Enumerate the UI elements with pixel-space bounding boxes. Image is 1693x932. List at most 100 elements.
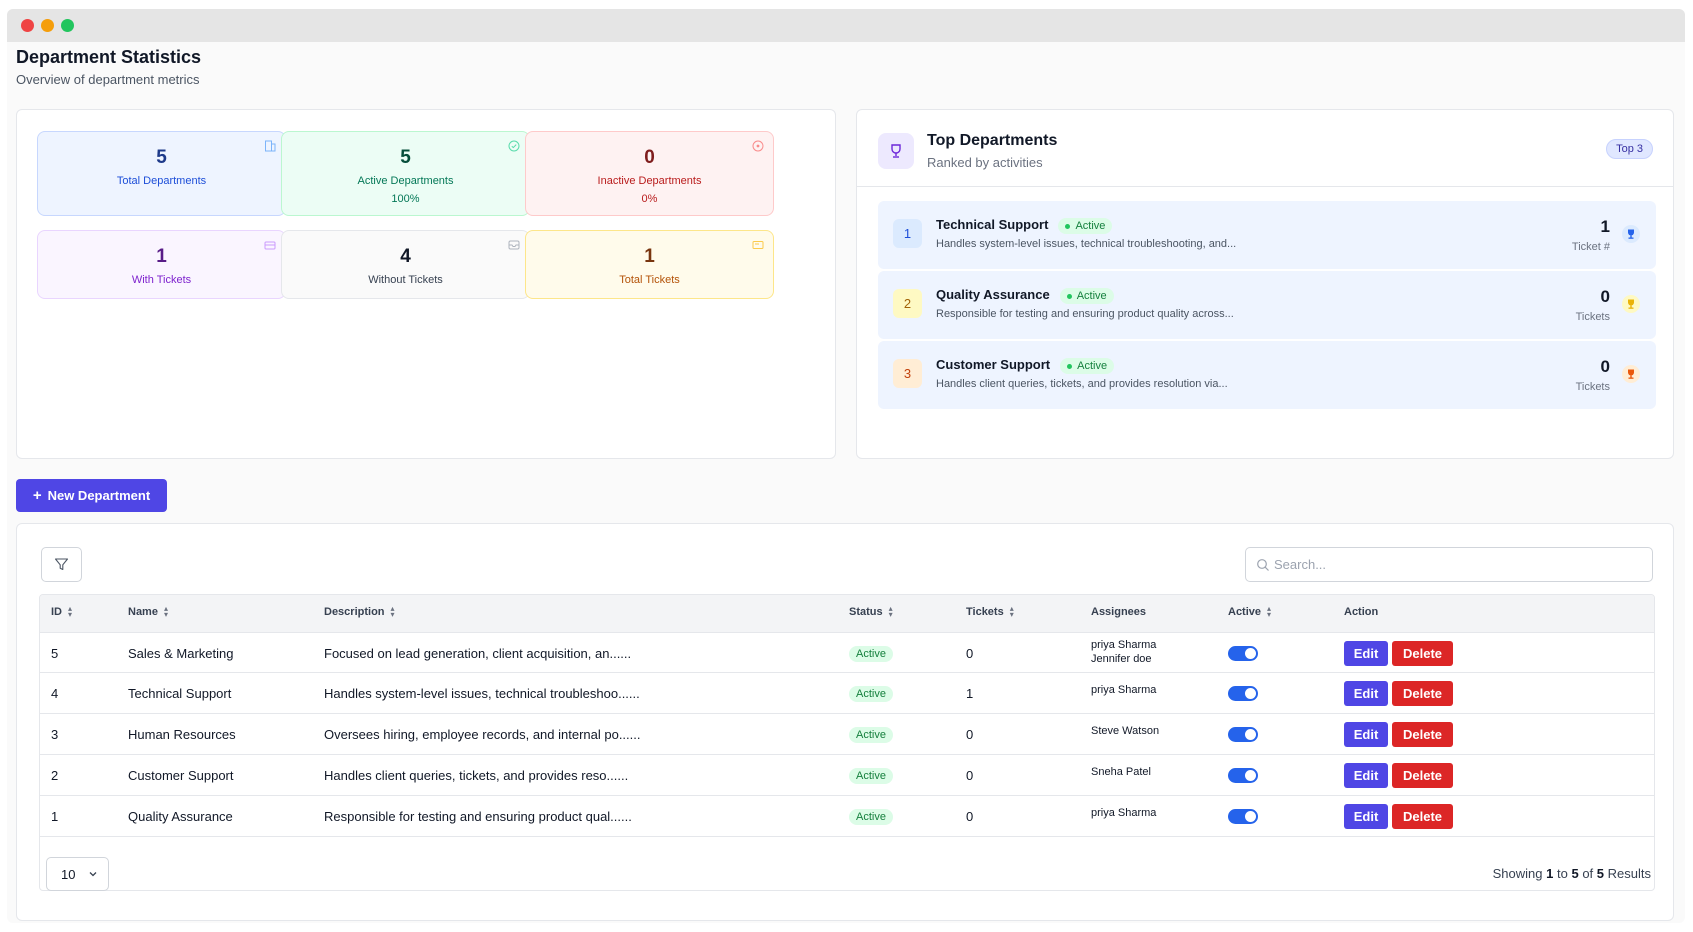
table-row: 1 Quality Assurance Responsible for testin… <box>40 796 1654 837</box>
status-badge: Active <box>849 646 893 662</box>
stat-value: 4 <box>400 246 411 267</box>
page-header: Department Statistics Overview of depart… <box>16 47 201 87</box>
cell-action: Edit Delete <box>1344 722 1453 747</box>
search-input[interactable] <box>1274 548 1644 581</box>
cell-status: Active <box>849 808 893 825</box>
title-bar <box>7 9 1685 42</box>
cell-name: Customer Support <box>128 768 234 783</box>
top-department-item[interactable]: 2 Quality Assurance Active Responsible fo… <box>878 271 1656 339</box>
column-header-id[interactable]: ID ▴ ▾ <box>51 605 72 619</box>
ticket-count: 1 <box>1600 217 1610 236</box>
column-label: Tickets <box>966 606 1004 618</box>
new-department-button[interactable]: + New Department <box>16 479 167 512</box>
rank-number: 1 <box>893 219 922 248</box>
cell-active <box>1228 768 1258 783</box>
stat-label: Inactive Departments <box>597 175 702 187</box>
rank-number: 3 <box>893 359 922 388</box>
page-size-select[interactable]: 10 <box>46 857 109 891</box>
cell-tickets: 0 <box>966 727 974 742</box>
delete-button[interactable]: Delete <box>1392 804 1453 829</box>
cell-assignees: Sneha Patel <box>1091 765 1151 779</box>
cell-id: 4 <box>51 686 59 701</box>
cell-action: Edit Delete <box>1344 681 1453 706</box>
column-header-name[interactable]: Name ▴ ▾ <box>128 604 168 619</box>
table-header: ID ▴ ▾ Name ▴ ▾ Description ▴ ▾ Status ▴ ▾ Ticke… <box>40 595 1654 633</box>
table-body: 5 Sales & Marketing Focused on lead genera… <box>40 633 1654 837</box>
cell-status: Active <box>849 645 893 662</box>
assignee-name: priya Sharma <box>1091 807 1157 819</box>
x-circle-icon <box>752 140 764 152</box>
app-window: Department Statistics Overview of depart… <box>7 9 1685 923</box>
top-departments-panel: Top Departments Ranked by activities Top… <box>856 109 1674 459</box>
column-label: Assignees <box>1091 606 1147 618</box>
cell-assignees: priya Sharma <box>1091 806 1156 820</box>
cell-action: Edit Delete <box>1344 804 1453 829</box>
sort-icon: ▴ ▾ <box>1267 604 1272 619</box>
minimize-window-button[interactable] <box>41 19 54 32</box>
column-header-description[interactable]: Description ▴ ▾ <box>324 605 395 619</box>
column-header-tickets[interactable]: Tickets ▴ ▾ <box>966 604 1014 619</box>
edit-button[interactable]: Edit <box>1344 681 1388 706</box>
cell-name: Sales & Marketing <box>128 646 234 661</box>
assignee-name: priya Sharma <box>1091 684 1157 696</box>
assignee-name: Jennifer doe <box>1091 653 1152 665</box>
column-label: ID <box>51 606 62 618</box>
assignee-name: Steve Watson <box>1091 725 1160 737</box>
edit-button[interactable]: Edit <box>1344 641 1388 666</box>
table-row: 4 Technical Support Handles system-level i… <box>40 673 1654 714</box>
stat-card-total-tickets: 1 Total Tickets <box>525 230 774 299</box>
status-badge: Active <box>849 768 893 784</box>
stats-panel: 5 Total Departments 5 Active Departments… <box>16 109 836 459</box>
active-toggle[interactable] <box>1228 727 1258 742</box>
edit-button[interactable]: Edit <box>1344 763 1388 788</box>
sort-icon: ▴ ▾ <box>1009 604 1014 619</box>
department-name-text: Quality Assurance <box>936 287 1050 302</box>
cell-status: Active <box>849 726 893 743</box>
page-size-value: 10 <box>61 867 76 882</box>
cell-description: Handles client queries, tickets, and pro… <box>324 768 629 783</box>
active-toggle[interactable] <box>1228 646 1258 661</box>
department-name: Quality Assurance Active <box>936 287 1114 304</box>
edit-button[interactable]: Edit <box>1344 722 1388 747</box>
assignee-name: Sneha Patel <box>1091 766 1151 778</box>
close-window-button[interactable] <box>21 19 34 32</box>
stat-value: 5 <box>400 147 411 168</box>
stat-card-without-tickets: 4 Without Tickets <box>281 230 530 299</box>
search-box[interactable] <box>1245 547 1653 582</box>
status-text: Active <box>1075 220 1106 232</box>
active-toggle[interactable] <box>1228 686 1258 701</box>
stat-value: 1 <box>156 246 167 267</box>
ticket-count-label: Ticket # <box>1571 241 1610 253</box>
active-toggle[interactable] <box>1228 809 1258 824</box>
maximize-window-button[interactable] <box>61 19 74 32</box>
filter-button[interactable] <box>41 547 82 582</box>
cell-status: Active <box>849 767 893 784</box>
column-header-active[interactable]: Active ▴ ▾ <box>1228 604 1272 619</box>
column-header-status[interactable]: Status ▴ ▾ <box>849 605 893 619</box>
top-department-item[interactable]: 1 Technical Support Active Handles system… <box>878 201 1656 269</box>
showing-of-word: of <box>1582 866 1594 881</box>
column-label: Active <box>1228 606 1262 618</box>
stat-percent: 100% <box>391 193 420 205</box>
delete-button[interactable]: Delete <box>1392 681 1453 706</box>
building-icon <box>265 140 276 152</box>
cell-active <box>1228 809 1258 824</box>
trophy-icon <box>1628 299 1634 309</box>
cell-description: Oversees hiring, employee records, and i… <box>324 727 641 742</box>
delete-button[interactable]: Delete <box>1392 641 1453 666</box>
showing-prefix: Showing <box>1492 866 1543 881</box>
sort-icon: ▴ ▾ <box>163 604 168 619</box>
stat-label: Total Departments <box>116 175 207 187</box>
top-departments-title: Top Departments <box>927 132 1058 149</box>
status-dot <box>1067 363 1073 369</box>
table-row: 3 Human Resources Oversees hiring, employe… <box>40 714 1654 755</box>
status-text: Active <box>1076 290 1107 302</box>
stat-value: 1 <box>644 246 655 267</box>
edit-button[interactable]: Edit <box>1344 804 1388 829</box>
delete-button[interactable]: Delete <box>1392 763 1453 788</box>
delete-button[interactable]: Delete <box>1392 722 1453 747</box>
stat-value: 5 <box>156 147 167 168</box>
cell-action: Edit Delete <box>1344 641 1453 666</box>
active-toggle[interactable] <box>1228 768 1258 783</box>
top-department-item[interactable]: 3 Customer Support Active Handles client … <box>878 341 1656 409</box>
